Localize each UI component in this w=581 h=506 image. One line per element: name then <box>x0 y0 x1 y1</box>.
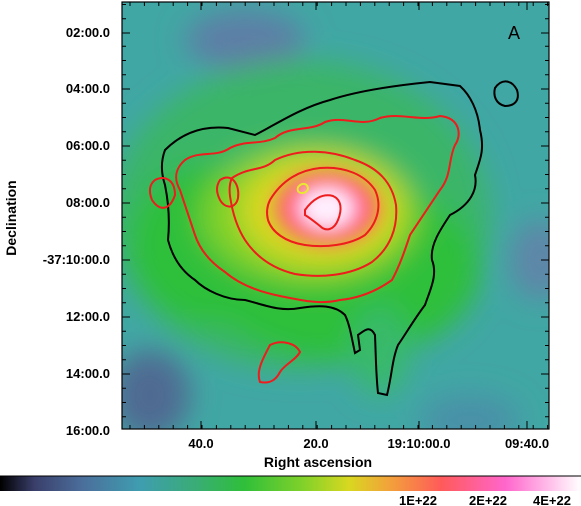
x-tick-labels: 40.0 20.0 19:10:00.0 09:40.0 <box>188 436 549 451</box>
y-axis-label: Declination <box>3 180 19 255</box>
y-tick-label: 02:00.0 <box>66 25 110 40</box>
y-tick-label: 08:00.0 <box>66 195 110 210</box>
colorbar-tick-labels: 1E+22 2E+22 4E+22 <box>399 493 571 506</box>
colorbar <box>0 476 581 491</box>
contour-yellow <box>296 182 310 195</box>
y-tick-label: 12:00.0 <box>66 309 110 324</box>
y-tick-label: 04:00.0 <box>66 81 110 96</box>
x-axis-label: Right ascension <box>264 454 372 470</box>
y-tick-label: 14:00.0 <box>66 366 110 381</box>
plot-frame <box>121 1 550 430</box>
x-tick-label: 20.0 <box>303 436 328 451</box>
contour-red <box>148 114 460 384</box>
contour-black <box>161 80 519 397</box>
x-tick-label: 19:10:00.0 <box>388 436 451 451</box>
y-tick-label: 06:00.0 <box>66 138 110 153</box>
y-tick-label: -37:10:00.0 <box>43 252 110 267</box>
panel-label: A <box>508 23 520 43</box>
colorbar-tick-label: 4E+22 <box>533 493 571 506</box>
heatmap-image <box>122 2 549 429</box>
contour-red-inner <box>228 150 398 277</box>
x-tick-label: 40.0 <box>188 436 213 451</box>
x-tick-label: 09:40.0 <box>505 436 549 451</box>
colorbar-tick-label: 2E+22 <box>469 493 507 506</box>
y-tick-labels: 02:00.0 04:00.0 06:00.0 08:00.0 -37:10:0… <box>43 25 110 438</box>
y-tick-label: 16:00.0 <box>66 423 110 438</box>
axis-ticks <box>122 2 549 429</box>
colorbar-tick-label: 1E+22 <box>399 493 437 506</box>
